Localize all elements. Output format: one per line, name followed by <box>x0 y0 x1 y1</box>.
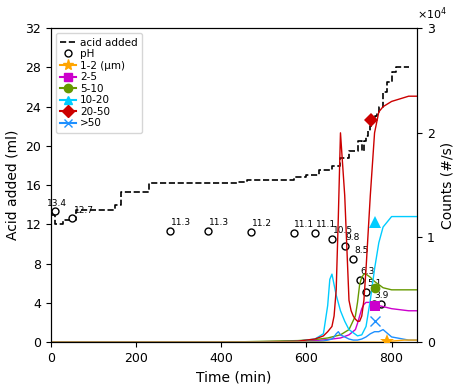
Text: 11.1: 11.1 <box>294 220 314 229</box>
Text: 13.4: 13.4 <box>47 199 67 208</box>
Text: 10.5: 10.5 <box>332 226 352 235</box>
Text: 6.3: 6.3 <box>360 268 374 277</box>
Text: 3.9: 3.9 <box>374 291 388 300</box>
Text: $\times10^4$: $\times10^4$ <box>416 5 446 22</box>
Text: 11.1: 11.1 <box>315 220 335 229</box>
Y-axis label: Acid added (ml): Acid added (ml) <box>6 130 20 240</box>
Text: 11.3: 11.3 <box>209 218 229 227</box>
X-axis label: Time (min): Time (min) <box>196 370 271 385</box>
Text: 8.5: 8.5 <box>353 246 368 255</box>
Text: 12.7: 12.7 <box>73 206 94 214</box>
Text: 5.1: 5.1 <box>366 279 381 288</box>
Y-axis label: Counts (#/s): Counts (#/s) <box>439 142 453 229</box>
Legend: acid added, pH, 1-2 (μm), 2-5, 5-10, 10-20, 20-50, >50: acid added, pH, 1-2 (μm), 2-5, 5-10, 10-… <box>56 34 141 133</box>
Text: 11.3: 11.3 <box>170 218 190 227</box>
Text: 11.2: 11.2 <box>251 219 271 228</box>
Text: 9.8: 9.8 <box>345 233 359 242</box>
